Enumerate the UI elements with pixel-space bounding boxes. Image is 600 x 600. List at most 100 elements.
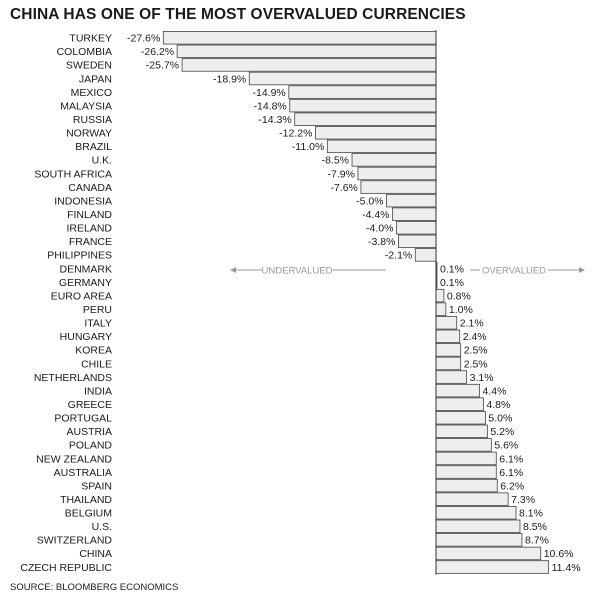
category-label-new-zealand: NEW ZEALAND <box>36 453 112 465</box>
value-label-philippines: -2.1% <box>385 250 412 262</box>
bar-thailand <box>435 492 509 506</box>
bar-russia <box>294 112 437 126</box>
value-label-u-k: -8.5% <box>322 155 349 167</box>
value-label-netherlands: 3.1% <box>470 372 494 384</box>
bar-indonesia <box>386 193 437 208</box>
value-label-finland: -4.4% <box>362 209 389 221</box>
category-label-belgium: BELGIUM <box>65 508 112 520</box>
bars-layer <box>162 31 550 574</box>
value-label-france: -3.8% <box>368 236 395 248</box>
bar-australia <box>435 465 497 479</box>
overvalued-label: OVERVALUED <box>482 265 546 276</box>
category-label-u-s: U.S. <box>92 521 112 533</box>
bar-china <box>435 546 542 561</box>
category-label-korea: KOREA <box>75 345 112 357</box>
value-label-indonesia: -5.0% <box>356 195 383 207</box>
category-label-sweden: SWEDEN <box>66 60 112 72</box>
bar-u-k <box>351 153 437 167</box>
value-label-greece: 4.8% <box>486 399 510 411</box>
value-label-denmark: 0.1% <box>440 263 464 275</box>
category-label-poland: POLAND <box>69 440 113 452</box>
value-label-italy: 2.1% <box>460 318 484 330</box>
category-label-philippines: PHILIPPINES <box>47 250 112 262</box>
right-arrowhead-icon <box>579 267 585 273</box>
value-label-thailand: 7.3% <box>511 494 535 506</box>
category-label-hungary: HUNGARY <box>60 331 112 343</box>
value-label-czech-republic: 11.4% <box>552 562 581 574</box>
value-label-norway: -12.2% <box>279 128 312 140</box>
category-label-japan: JAPAN <box>79 73 112 85</box>
value-label-poland: 5.6% <box>494 440 518 452</box>
bar-korea <box>435 343 462 357</box>
category-label-norway: NORWAY <box>66 128 112 140</box>
bar-japan <box>248 71 437 86</box>
bar-netherlands <box>435 370 468 384</box>
category-label-chile: CHILE <box>81 358 112 370</box>
value-label-switzerland: 8.7% <box>525 535 549 547</box>
bar-south-africa <box>357 166 437 181</box>
value-label-spain: 6.2% <box>500 480 524 492</box>
category-label-germany: GERMANY <box>59 277 112 289</box>
value-label-brazil: -11.0% <box>292 141 325 153</box>
category-label-colombia: COLOMBIA <box>57 46 112 58</box>
category-label-austria: AUSTRIA <box>66 426 112 438</box>
value-label-korea: 2.5% <box>464 345 488 357</box>
value-label-hungary: 2.4% <box>463 331 487 343</box>
category-label-finland: FINLAND <box>67 209 112 221</box>
left-arrowhead-icon <box>230 267 236 273</box>
value-label-belgium: 8.1% <box>519 508 543 520</box>
bar-norway <box>315 126 437 140</box>
source-note: SOURCE: BLOOMBERG ECONOMICS <box>10 582 179 593</box>
value-label-euro-area: 0.8% <box>447 290 471 302</box>
labels-layer: TURKEY -27.6% COLOMBIA -26.2% SWEDEN -25.7% JA… <box>20 33 580 574</box>
value-label-russia: -14.3% <box>258 114 291 126</box>
bar-new-zealand <box>435 451 497 466</box>
bar-greece <box>435 397 484 411</box>
bar-brazil <box>326 139 437 154</box>
category-label-greece: GREECE <box>68 399 112 411</box>
bar-italy <box>435 316 458 330</box>
value-label-chile: 2.5% <box>464 358 488 370</box>
category-label-canada: CANADA <box>68 182 112 194</box>
value-label-sweden: -25.7% <box>146 60 179 72</box>
category-label-france: FRANCE <box>69 236 112 248</box>
bar-u-s <box>435 519 521 534</box>
value-label-colombia: -26.2% <box>141 46 174 58</box>
bar-canada <box>360 180 437 194</box>
bar-sweden <box>181 58 437 72</box>
value-label-peru: 1.0% <box>449 304 473 316</box>
value-label-malaysia: -14.8% <box>253 100 286 112</box>
chart-title: CHINA HAS ONE OF THE MOST OVERVALUED CUR… <box>10 6 466 23</box>
value-label-portugal: 5.0% <box>488 413 512 425</box>
value-label-germany: 0.1% <box>440 277 464 289</box>
bar-philippines <box>414 248 437 262</box>
category-label-netherlands: NETHERLANDS <box>34 372 112 384</box>
category-label-malaysia: MALAYSIA <box>60 100 112 112</box>
value-label-turkey: -27.6% <box>127 33 160 45</box>
category-label-u-k: U.K. <box>92 155 112 167</box>
category-label-portugal: PORTUGAL <box>54 413 112 425</box>
value-label-australia: 6.1% <box>499 467 523 479</box>
category-label-spain: SPAIN <box>81 480 112 492</box>
category-label-china: CHINA <box>79 548 112 560</box>
bar-colombia <box>176 44 437 59</box>
category-label-turkey: TURKEY <box>69 33 112 45</box>
category-label-south-africa: SOUTH AFRICA <box>34 168 112 180</box>
category-label-euro-area: EURO AREA <box>51 290 112 302</box>
value-label-ireland: -4.0% <box>366 223 393 235</box>
bar-turkey <box>162 31 437 45</box>
bar-finland <box>392 207 437 221</box>
bar-peru <box>435 302 447 316</box>
bar-switzerland <box>435 533 523 547</box>
category-label-switzerland: SWITZERLAND <box>37 535 113 547</box>
undervalued-label: UNDERVALUED <box>262 265 333 276</box>
bar-czech-republic <box>435 560 550 574</box>
value-label-mexico: -14.9% <box>253 87 286 99</box>
category-label-peru: PERU <box>83 304 112 316</box>
category-label-india: INDIA <box>84 385 112 397</box>
bar-euro-area <box>435 288 445 303</box>
value-label-new-zealand: 6.1% <box>499 453 523 465</box>
category-label-brazil: BRAZIL <box>75 141 112 153</box>
bar-malaysia <box>289 98 437 113</box>
